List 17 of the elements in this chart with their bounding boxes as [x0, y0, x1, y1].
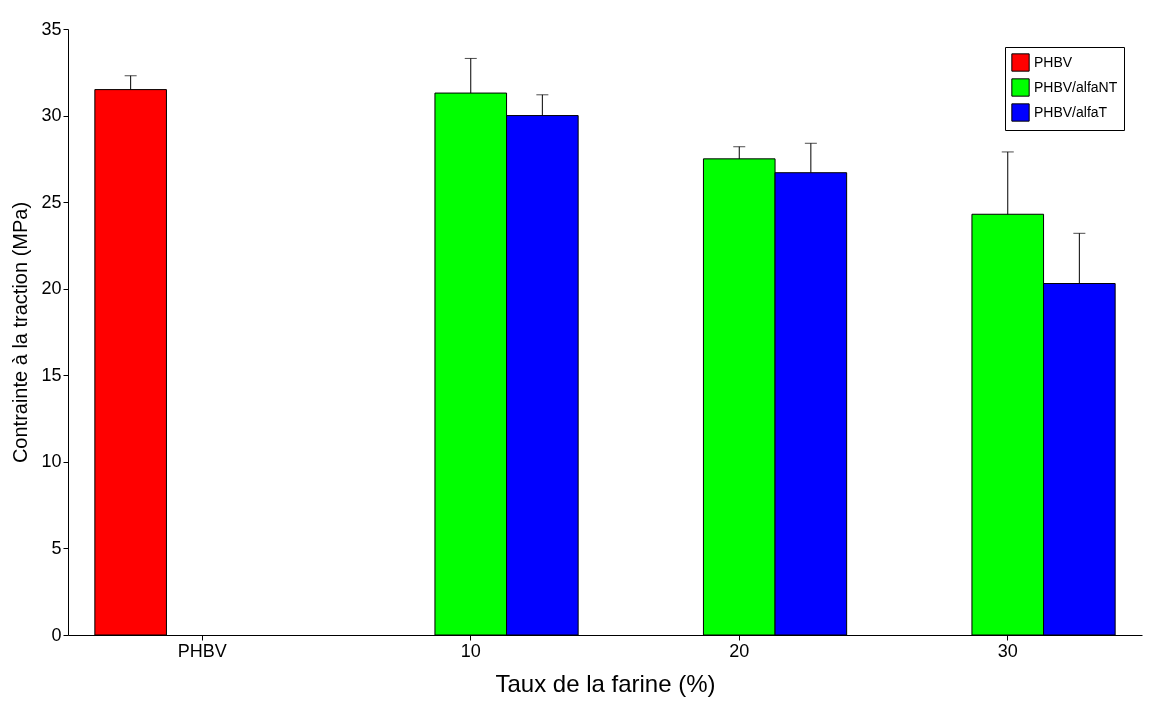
y-tick-label: 25 [41, 191, 62, 212]
y-tick-label: 0 [51, 624, 62, 645]
legend-label: PHBV/alfaT [1034, 103, 1108, 120]
x-tick-label: 20 [729, 640, 750, 661]
y-axis-title: Contrainte à la traction (MPa) [9, 201, 32, 464]
x-tick-label: PHBV [177, 640, 227, 661]
legend-label: PHBV/alfaNT [1034, 78, 1118, 95]
y-tick-label: 15 [41, 364, 62, 385]
y-tick-label: 35 [41, 18, 62, 39]
legend-label: PHBV [1034, 53, 1073, 70]
x-axis-title: Taux de la farine (%) [495, 669, 716, 697]
x-tick-label: 30 [997, 640, 1018, 661]
x-tick-label: 10 [460, 640, 481, 661]
y-tick-label: 20 [41, 278, 62, 299]
y-tick-label: 10 [41, 451, 62, 472]
y-tick-label: 30 [41, 105, 62, 126]
y-tick-label: 5 [51, 537, 62, 558]
